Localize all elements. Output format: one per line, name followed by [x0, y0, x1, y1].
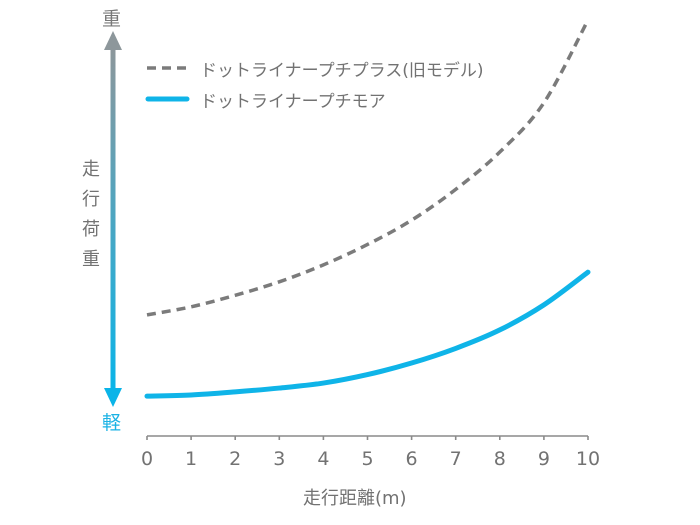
y-axis-title-char: 走	[82, 159, 100, 180]
x-tick-label: 7	[449, 448, 462, 470]
y-axis-title-char: 荷	[82, 219, 100, 240]
x-axis	[146, 435, 589, 440]
x-tick-label: 10	[575, 448, 601, 470]
y-axis-heavy-label: 重	[102, 8, 122, 30]
y-axis-title-char: 行	[82, 189, 100, 210]
x-axis-title: 走行距離(m)	[303, 488, 407, 509]
load-arrow-icon	[104, 31, 122, 407]
x-tick-label: 4	[317, 448, 330, 470]
legend-item-old-model: ドットライナープチプラス(旧モデル)	[200, 61, 484, 81]
y-axis-light-label: 軽	[102, 412, 122, 434]
y-axis-title-char: 重	[82, 249, 100, 270]
series-new-model-line	[144, 269, 591, 399]
x-tick-label: 5	[361, 448, 374, 470]
y-axis-title: 走 行 荷 重	[80, 155, 102, 275]
x-tick-label: 2	[229, 448, 242, 470]
x-tick-label: 0	[140, 448, 154, 470]
legend-item-new-model: ドットライナープチモア	[200, 92, 386, 112]
x-tick-label: 8	[493, 448, 506, 470]
x-tick-label: 6	[405, 448, 418, 470]
x-tick-label: 1	[185, 448, 198, 470]
x-tick-label: 3	[273, 448, 286, 470]
x-tick-label: 9	[537, 448, 550, 470]
series-old-model-line	[146, 19, 590, 317]
